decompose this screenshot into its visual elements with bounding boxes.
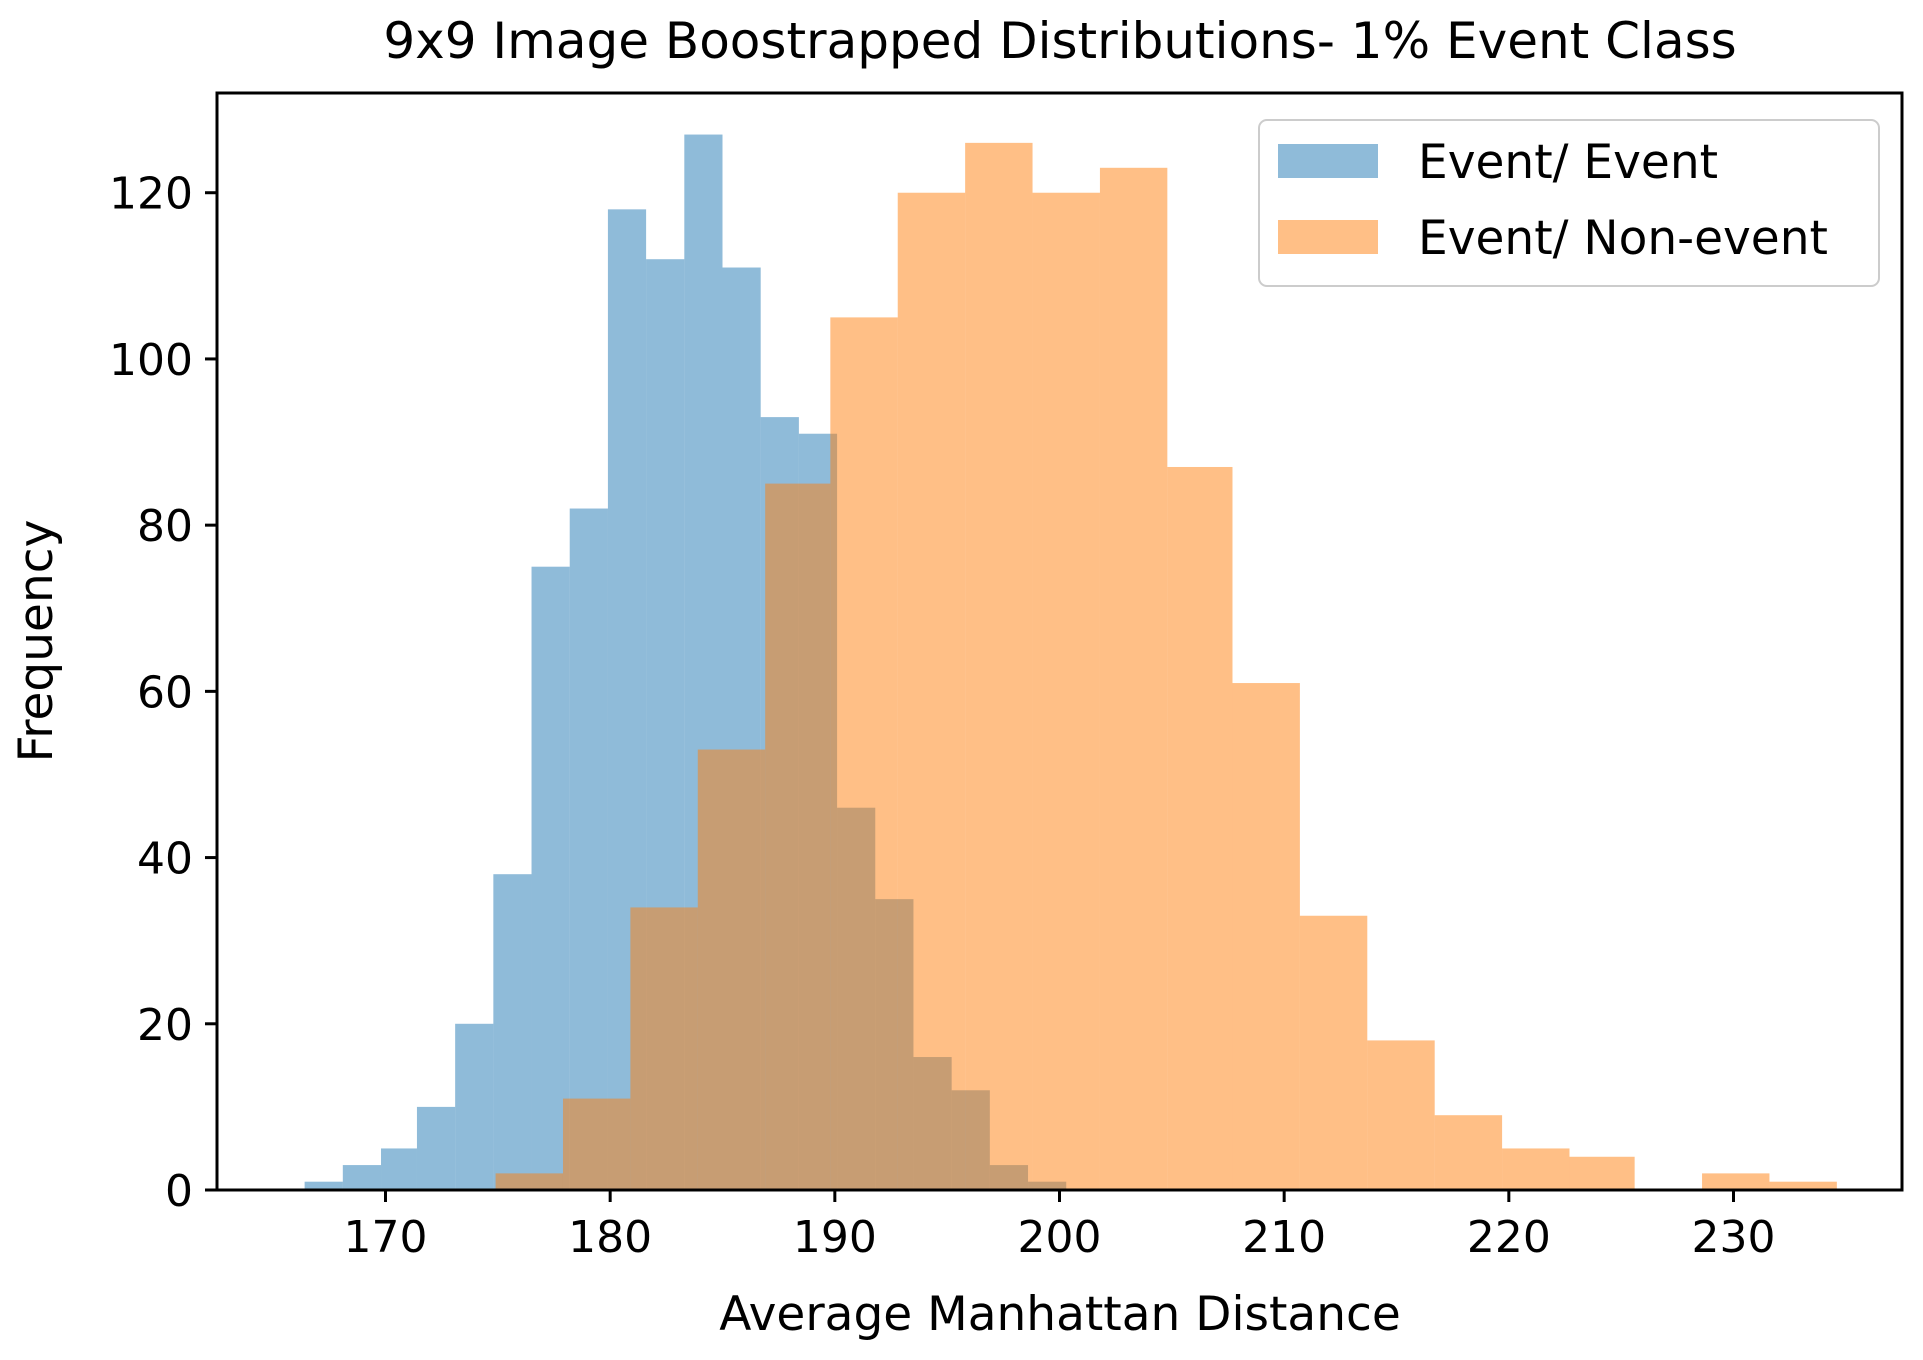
bar-series1-bin1 (562, 1098, 631, 1190)
bar-series1-bin5 (830, 317, 898, 1190)
y-tick-label: 120 (109, 169, 193, 220)
bar-series1-bin8 (1032, 192, 1100, 1191)
bar-series0-bin0 (304, 1181, 343, 1190)
x-tick-label: 190 (793, 1212, 877, 1263)
bar-series1-bin2 (630, 907, 698, 1190)
y-axis-ticks: 0 20 40 60 80 100 120 (109, 169, 217, 1217)
legend-swatch-event-non-event (1278, 220, 1378, 254)
x-tick-label: 220 (1467, 1212, 1551, 1263)
x-tick-label: 180 (568, 1212, 652, 1263)
x-axis-ticks: 170 180 190 200 210 220 230 (344, 1190, 1776, 1263)
legend-swatch-event-event (1278, 144, 1378, 178)
bar-series0-bin1 (342, 1165, 381, 1190)
y-tick-label: 20 (137, 1000, 193, 1051)
bar-series1-bin0 (495, 1173, 563, 1190)
bar-series0-bin2 (381, 1148, 417, 1190)
legend-label-event-event: Event/ Event (1418, 135, 1718, 190)
bar-series1-bin9 (1099, 167, 1168, 1191)
x-tick-label: 170 (344, 1212, 428, 1263)
histogram-bars (304, 134, 1837, 1191)
y-tick-label: 40 (137, 834, 193, 885)
bar-series1-bin12 (1299, 915, 1368, 1190)
x-tick-label: 210 (1242, 1212, 1326, 1263)
bar-series1-bin3 (697, 749, 766, 1190)
bar-series1-bin10 (1167, 466, 1233, 1191)
legend: Event/ Event Event/ Non-event (1258, 119, 1880, 287)
legend-label-event-non-event: Event/ Non-event (1418, 211, 1828, 266)
chart-title: 9x9 Image Boostrapped Distributions- 1% … (383, 12, 1736, 70)
legend-frame (1258, 119, 1880, 287)
bar-series0-bin3 (416, 1106, 456, 1190)
bar-series0-bin6 (531, 566, 570, 1190)
y-tick-label: 60 (137, 667, 193, 718)
bar-series1-bin4 (765, 483, 831, 1191)
bar-series0-bin5 (493, 874, 532, 1190)
bar-series1-bin16 (1569, 1156, 1635, 1190)
y-tick-label: 100 (109, 335, 193, 386)
bar-series0-bin7 (569, 508, 608, 1190)
y-tick-label: 0 (165, 1166, 193, 1217)
bar-series1-bin14 (1434, 1115, 1503, 1190)
bar-series1-bin6 (897, 192, 966, 1191)
bar-series1-bin13 (1367, 1040, 1435, 1190)
x-axis-label: Average Manhattan Distance (719, 1287, 1401, 1342)
bar-series1-bin15 (1502, 1148, 1570, 1190)
bar-series1-bin7 (965, 142, 1033, 1191)
bar-series1-bin18 (1702, 1173, 1770, 1190)
x-tick-label: 200 (1018, 1212, 1102, 1263)
bar-series0-bin4 (455, 1023, 494, 1190)
bar-series1-bin19 (1769, 1181, 1837, 1190)
bar-series1-bin11 (1232, 683, 1300, 1190)
y-axis-label: Frequency (9, 520, 64, 763)
y-tick-label: 80 (137, 501, 193, 552)
x-tick-label: 230 (1692, 1212, 1776, 1263)
